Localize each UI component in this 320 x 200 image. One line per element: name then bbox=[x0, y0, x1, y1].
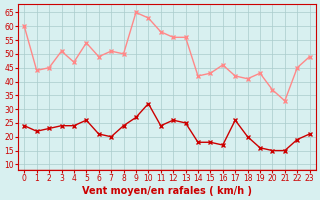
X-axis label: Vent moyen/en rafales ( km/h ): Vent moyen/en rafales ( km/h ) bbox=[82, 186, 252, 196]
